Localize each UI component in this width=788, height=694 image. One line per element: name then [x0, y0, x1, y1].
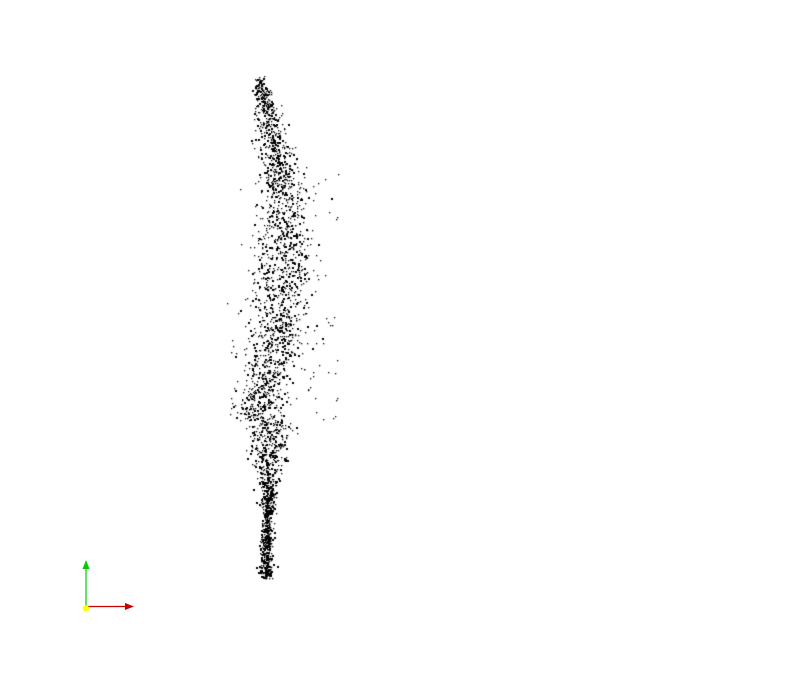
y-axis-arrow-icon — [82, 560, 90, 608]
axes-origin-dot — [82, 605, 90, 612]
orientation-axes-gizmo — [82, 560, 134, 612]
x-axis-arrow-icon — [86, 603, 134, 610]
